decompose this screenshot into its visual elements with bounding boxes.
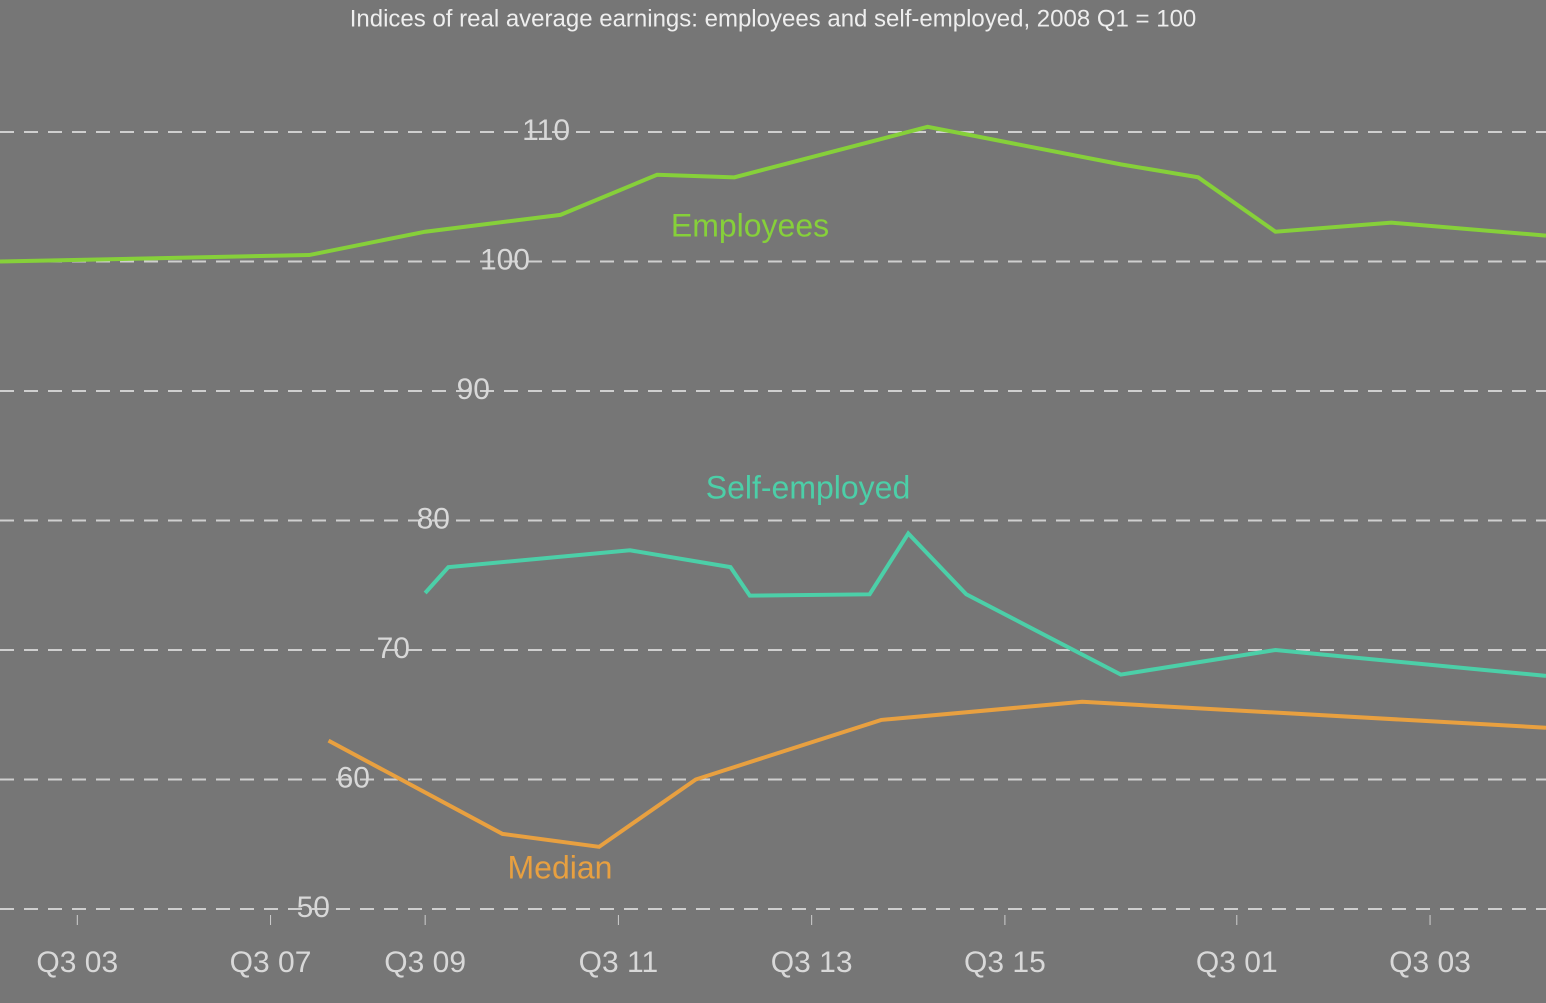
y-tick-label: 110	[522, 114, 570, 147]
x-tick-label: Q3 01	[1196, 946, 1278, 979]
x-tick-label: Q3 15	[964, 946, 1046, 979]
x-tick-label: Q3 09	[384, 946, 466, 979]
x-tick-label: Q3 07	[230, 946, 312, 979]
chart-title: Indices of real average earnings: employ…	[350, 5, 1197, 32]
series-label: Median	[508, 849, 613, 885]
y-tick-label: 100	[480, 243, 530, 276]
x-tick-label: Q3 03	[1389, 946, 1471, 979]
y-tick-label: 70	[377, 632, 410, 665]
y-tick-label: 90	[457, 373, 490, 406]
x-tick-label: Q3 11	[579, 946, 659, 979]
series-line	[327, 699, 1546, 849]
x-tick-label: Q3 13	[771, 946, 853, 979]
y-tick-label: 50	[297, 891, 330, 924]
x-tick-label: Q3 03	[36, 946, 118, 979]
y-tick-label: 80	[417, 502, 450, 535]
series-label: Employees	[671, 207, 829, 243]
series-line	[0, 124, 1546, 264]
series-line	[423, 530, 1546, 678]
y-tick-label: 60	[337, 761, 370, 794]
series-label: Self-employed	[706, 469, 911, 505]
